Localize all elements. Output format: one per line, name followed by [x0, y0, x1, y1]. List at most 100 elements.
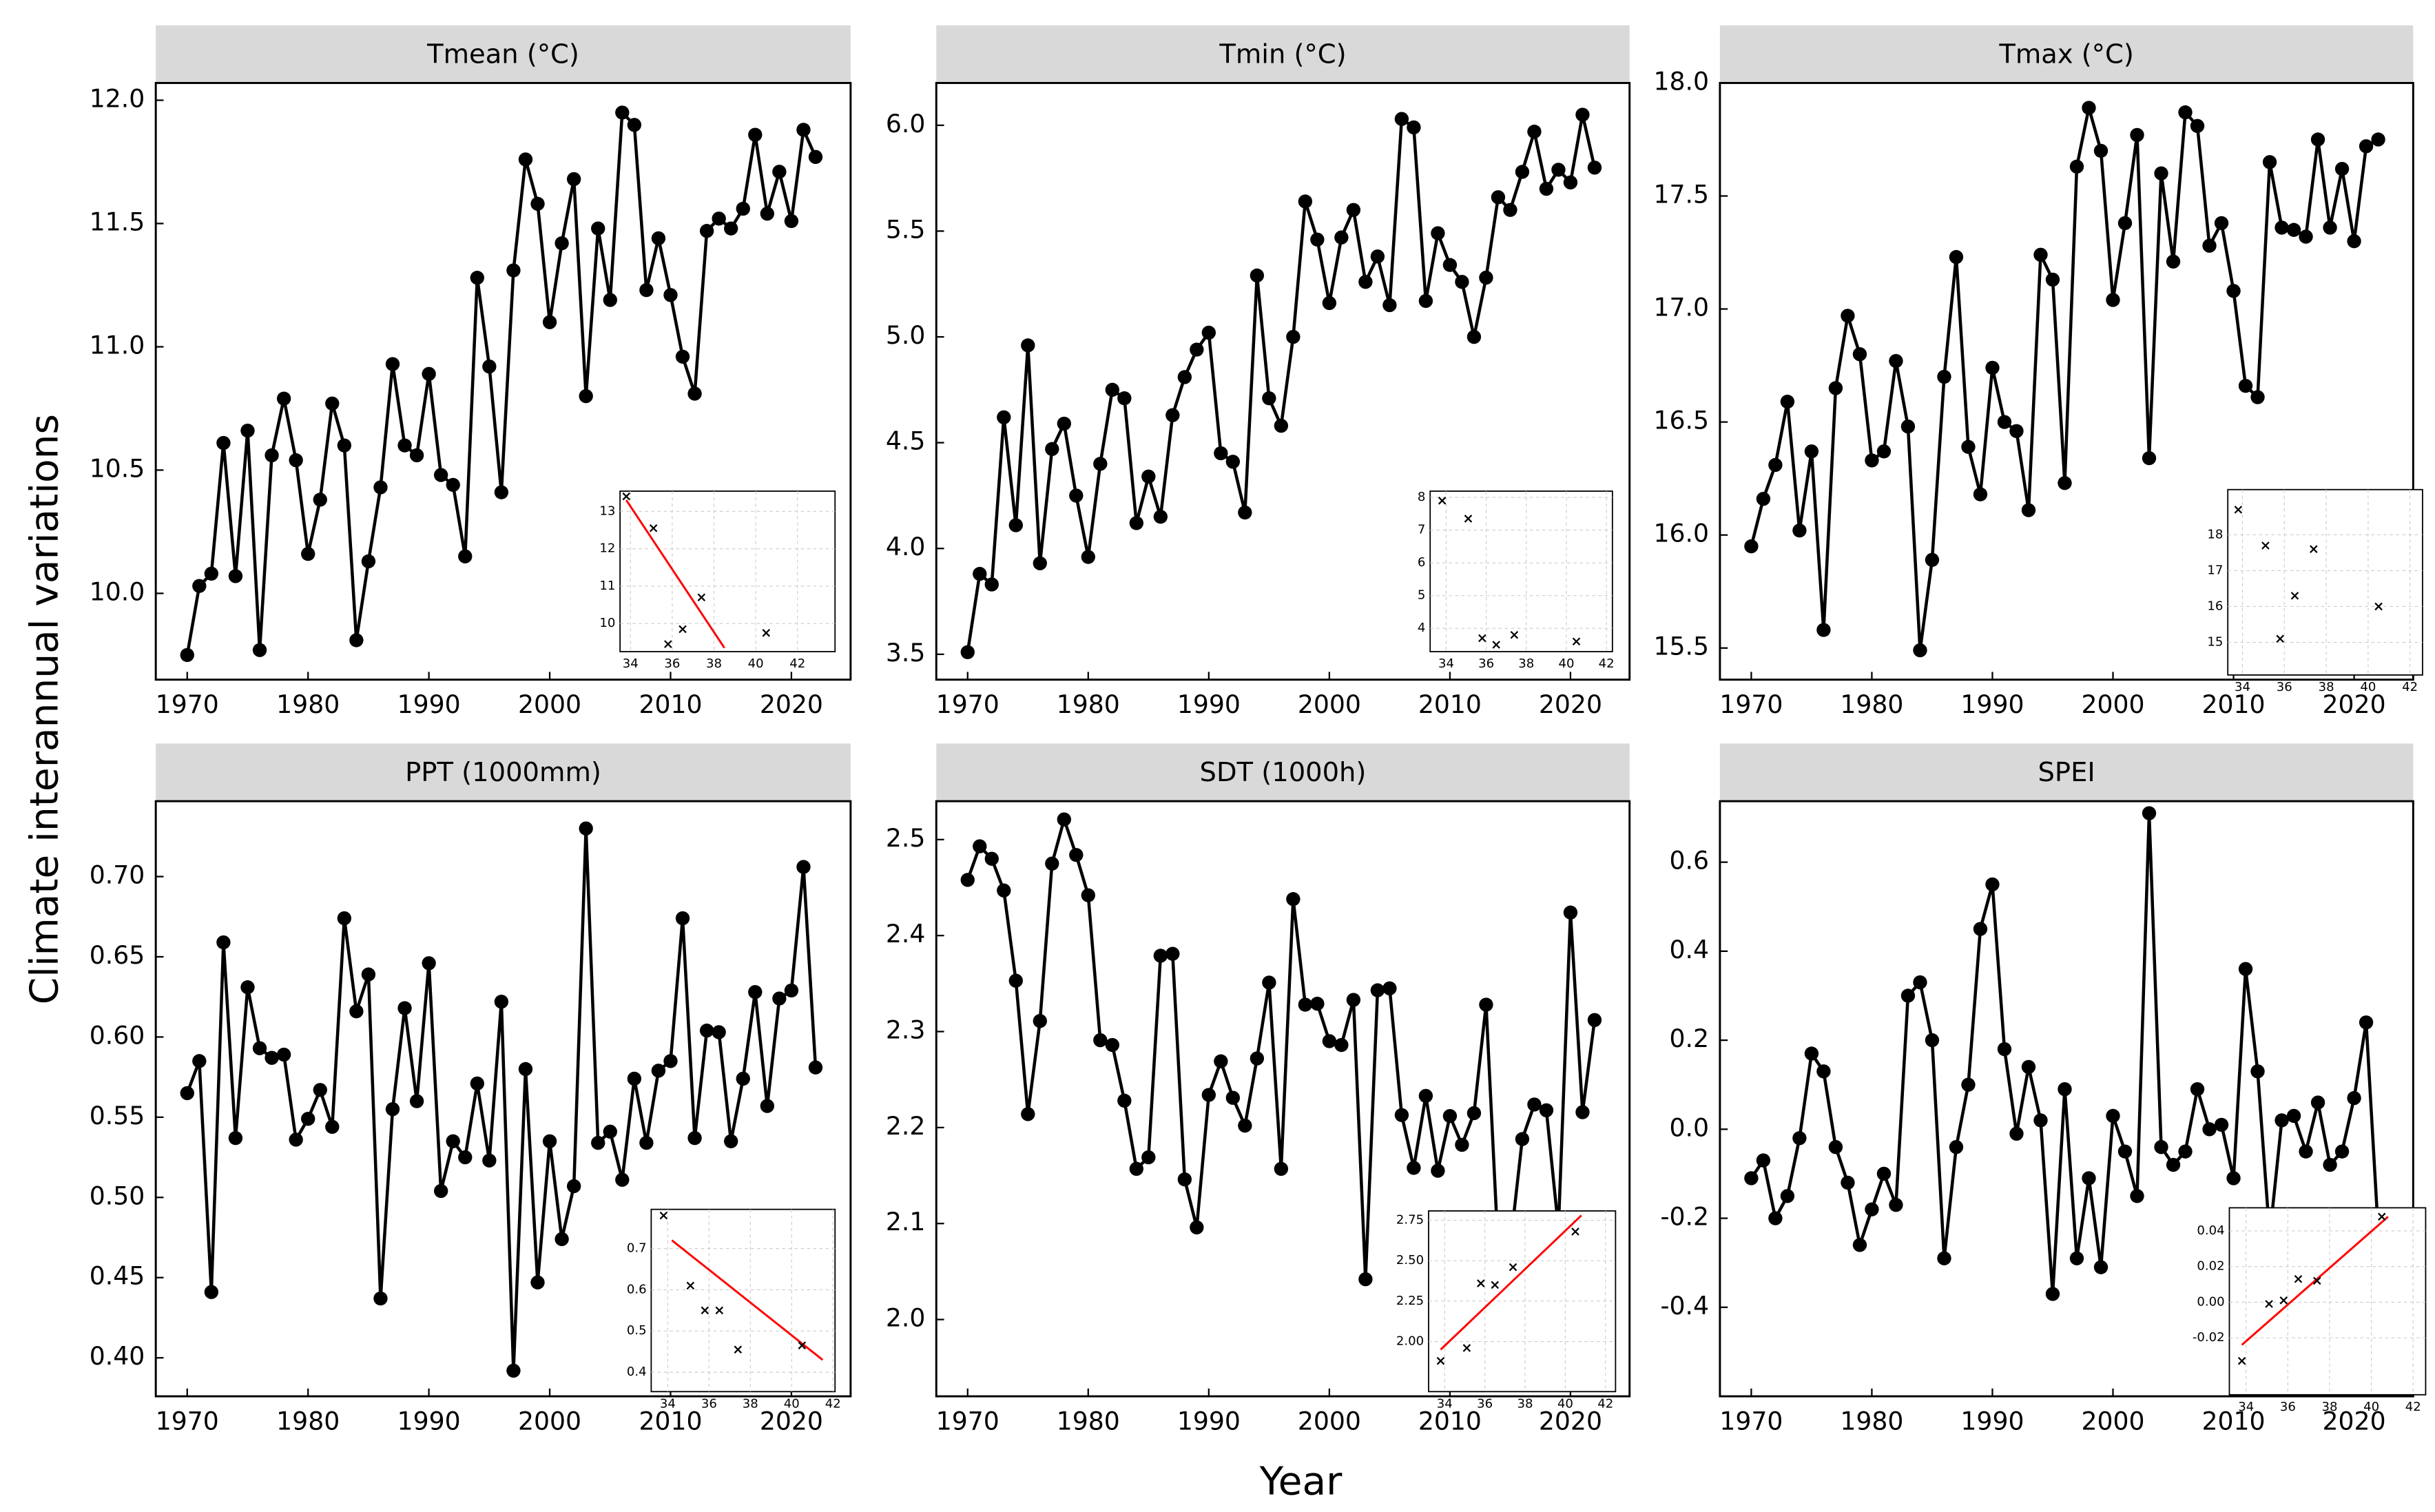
y-tick-label: 4.0: [886, 532, 926, 561]
data-point: [349, 1004, 364, 1019]
x-tick-label: 2000: [1298, 690, 1361, 719]
data-point: [1238, 1118, 1252, 1133]
inset-marker: [1492, 641, 1500, 649]
data-point: [1792, 1131, 1807, 1146]
inset-y-tick-label: -0.02: [2193, 1330, 2225, 1345]
inset-y-tick-label: 0.5: [627, 1323, 647, 1338]
data-point: [1033, 1014, 1047, 1028]
data-point: [2371, 132, 2385, 147]
data-point: [712, 1025, 726, 1039]
inset-y-tick-label: 0.02: [2197, 1259, 2224, 1274]
inset-marker: [649, 524, 658, 532]
data-point: [1310, 232, 1325, 247]
inset-x-tick-label: 34: [1438, 656, 1454, 671]
data-point: [1431, 226, 1445, 240]
inset-marker: [1571, 1228, 1579, 1236]
y-tick-label: 3.5: [886, 638, 926, 667]
data-point: [2106, 293, 2120, 307]
data-point: [736, 201, 750, 216]
data-point: [808, 1060, 823, 1075]
data-point: [1539, 1103, 1554, 1117]
data-point: [2226, 284, 2241, 298]
data-point: [2310, 1095, 2325, 1110]
data-point: [2286, 1108, 2301, 1123]
data-point: [265, 1050, 279, 1065]
y-tick-label: 0.45: [90, 1261, 145, 1291]
inset-marker: [2374, 602, 2383, 611]
data-point: [1587, 1013, 1602, 1027]
data-point: [1165, 946, 1180, 961]
data-point: [2069, 1251, 2084, 1265]
inset-x-tick-label: 34: [623, 656, 639, 671]
data-point: [494, 995, 509, 1009]
y-tick-label: 2.5: [886, 823, 926, 853]
inset-x-tick-label: 34: [2238, 1400, 2254, 1414]
inset-marker: [697, 593, 706, 602]
data-point: [579, 821, 593, 836]
data-point: [1865, 1202, 1879, 1216]
inset-x-tick-label: 38: [1517, 1396, 1533, 1411]
data-point: [1418, 293, 1433, 309]
data-point: [1913, 975, 1927, 990]
data-point: [470, 271, 484, 285]
inset-marker: [1509, 1263, 1517, 1272]
data-point: [2082, 101, 2096, 115]
data-point: [1937, 369, 1951, 384]
data-point: [1756, 1153, 1771, 1168]
data-point: [1865, 453, 1879, 468]
data-point: [603, 1124, 617, 1139]
data-point: [1515, 165, 1530, 179]
data-point: [2142, 451, 2157, 466]
data-point: [1900, 420, 1916, 434]
data-point: [1491, 190, 1506, 205]
inset-marker: [1464, 515, 1473, 523]
data-point: [663, 288, 678, 302]
x-tick-label: 1980: [1840, 690, 1903, 719]
data-point: [1949, 249, 1964, 265]
data-point: [1756, 492, 1771, 506]
inset-marker: [1462, 1344, 1471, 1352]
strip: [1719, 25, 2414, 83]
data-point: [603, 293, 617, 307]
data-point: [433, 1183, 448, 1199]
data-point: [1780, 1189, 1795, 1203]
data-point: [1997, 415, 2012, 429]
data-point: [240, 423, 255, 438]
inset-y-tick-label: 8: [1418, 490, 1426, 504]
inset-x-tick-label: 34: [2235, 680, 2250, 694]
inset-marker: [659, 1211, 668, 1220]
inset-x-tick-label: 42: [2405, 1400, 2421, 1414]
inset-x-tick-label: 38: [2319, 680, 2334, 694]
x-tick-label: 2020: [1539, 1406, 1602, 1436]
data-point: [1563, 175, 1578, 190]
data-point: [2058, 1081, 2072, 1097]
data-point: [1141, 1150, 1156, 1165]
inset-y-tick-label: 0.7: [627, 1241, 647, 1256]
inset-x-tick-label: 36: [2277, 680, 2292, 694]
y-tick-label: 17.0: [1654, 293, 1710, 322]
data-point: [397, 1001, 412, 1015]
data-point: [240, 980, 255, 995]
data-point: [639, 282, 654, 298]
data-point: [470, 1076, 484, 1091]
data-point: [699, 1023, 714, 1038]
data-point: [228, 1130, 243, 1146]
inset-y-tick-label: 10: [599, 616, 615, 630]
data-point: [1442, 258, 1458, 272]
data-point: [651, 1064, 666, 1078]
data-point: [760, 1099, 775, 1113]
data-point: [2190, 118, 2205, 133]
data-point: [2045, 1287, 2060, 1301]
data-point: [1057, 812, 1071, 827]
data-point: [1768, 457, 1783, 473]
data-point: [2214, 216, 2229, 231]
y-tick-label: 2.1: [886, 1207, 926, 1236]
inset-marker: [2234, 506, 2243, 514]
data-point: [1045, 442, 1059, 457]
x-tick-label: 2020: [2323, 690, 2386, 719]
inset-marker: [678, 625, 687, 634]
x-tick-label: 1980: [276, 690, 340, 719]
data-point: [1322, 1034, 1337, 1048]
y-tick-label: 2.2: [886, 1111, 926, 1141]
data-point: [1913, 643, 1927, 658]
